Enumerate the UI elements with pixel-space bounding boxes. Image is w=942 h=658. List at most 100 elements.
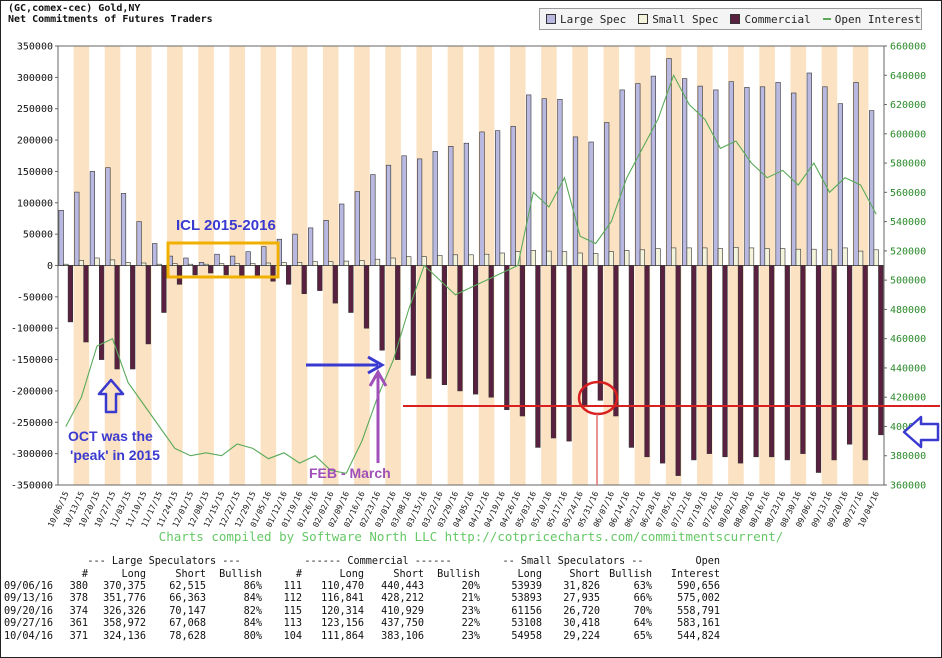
y-tick-label-left: 100000 [17, 198, 53, 209]
bar-commercial [223, 265, 229, 276]
bar-large-spec [837, 103, 843, 266]
cell-date: 09/20/16 [4, 605, 54, 617]
bar-commercial [519, 265, 525, 417]
bar-large-spec [152, 243, 158, 266]
bar-large-spec [604, 122, 610, 266]
bar-small-spec [593, 253, 599, 266]
cell: 583,161 [677, 618, 720, 630]
bar-commercial [457, 265, 463, 392]
cell: 351,776 [103, 593, 146, 605]
bar-commercial [192, 265, 198, 276]
bar-small-spec [546, 250, 552, 266]
y-tick-label-left: 0 [47, 261, 53, 272]
chart-subtitle: (GC,comex-cec) Gold,NY [8, 3, 141, 14]
bar-large-spec [307, 227, 314, 266]
cell: 440,443 [381, 580, 424, 592]
col-header: Bullish [437, 568, 480, 580]
bar-large-spec [120, 193, 127, 266]
bar-large-spec [292, 233, 298, 266]
bar-small-spec [234, 263, 240, 266]
bar-small-spec [857, 250, 864, 266]
bar-commercial [332, 265, 338, 304]
bar-large-spec [261, 246, 267, 266]
bar-commercial [613, 265, 619, 417]
bar-large-spec [775, 82, 781, 266]
bar-commercial [441, 265, 448, 385]
cell: 61156 [511, 605, 542, 617]
bar-small-spec [312, 261, 318, 266]
bar-commercial [161, 265, 167, 313]
bar-small-spec [156, 263, 162, 266]
purple-up-arrow-icon [368, 368, 388, 387]
cell: 23% [461, 630, 480, 642]
bar-small-spec [670, 247, 677, 266]
icl-highlight-box [166, 241, 280, 279]
bar-small-spec [733, 247, 739, 266]
cell: 575,002 [677, 593, 720, 605]
bar-large-spec [822, 86, 828, 266]
legend: Large Spec Small Spec Commercial Open In… [539, 8, 922, 30]
cot-chart: 350000 300000 250000 200000 150000 100000 5000… [11, 42, 940, 529]
bar-commercial [862, 265, 868, 461]
bar-small-spec [265, 262, 272, 266]
cell: 120,314 [321, 605, 364, 617]
y-tick-label-left: 200000 [17, 136, 53, 147]
bar-commercial [270, 265, 276, 282]
cell: 558,791 [677, 605, 720, 617]
bar-large-spec [245, 251, 251, 266]
bar-commercial [239, 265, 245, 278]
bar-large-spec [323, 220, 329, 266]
table-row: 09/06/16 380 370,375 62,515 86% 111 110,… [4, 581, 720, 593]
bar-small-spec [281, 262, 287, 266]
bar-large-spec [868, 110, 875, 266]
bar-large-spec [89, 171, 95, 266]
legend-label: Small Spec [652, 12, 719, 26]
bar-small-spec [655, 248, 661, 266]
bar-large-spec [853, 82, 859, 266]
bar-large-spec [354, 191, 360, 266]
bar-commercial [410, 265, 416, 376]
bar-small-spec [826, 249, 833, 266]
y-tick-label-right: 580000 [890, 159, 926, 170]
bar-small-spec [406, 256, 412, 266]
bar-large-spec [666, 58, 672, 266]
group-header-commercial: ------ Commercial ------ [304, 556, 452, 568]
bar-small-spec [577, 252, 583, 266]
group-header-large: --- Large Speculators --- [87, 556, 241, 568]
y-tick-label-right: 560000 [890, 188, 926, 199]
legend-item-small-spec: Small Spec [638, 13, 718, 26]
cell-date: 10/04/16 [4, 630, 54, 642]
bar-commercial [145, 265, 151, 345]
bar-large-spec [713, 89, 719, 266]
y-tick-label-right: 420000 [890, 393, 926, 404]
legend-swatch-large-spec [546, 14, 556, 24]
bar-commercial [878, 265, 884, 436]
bar-commercial [285, 265, 292, 285]
col-header: # [295, 568, 302, 580]
cell: 63% [633, 580, 652, 592]
cell: 70,147 [169, 605, 206, 617]
cell: 104 [283, 630, 302, 642]
table-group-header-row: --- Large Speculators --- ------ Commerc… [4, 556, 720, 568]
data-table: --- Large Speculators --- ------ Commerc… [4, 556, 720, 643]
bar-large-spec [697, 85, 703, 266]
y-tick-label-right: 640000 [890, 71, 926, 82]
bar-small-spec [748, 247, 755, 266]
red-circle-marker [577, 380, 619, 416]
cell: 378 [69, 593, 88, 605]
cell: 65% [633, 630, 652, 642]
cell: 380 [69, 580, 88, 592]
bar-large-spec [74, 191, 80, 266]
bar-commercial [176, 265, 183, 285]
bar-small-spec [390, 257, 396, 266]
cell-date: 09/06/16 [4, 580, 54, 592]
cell: 123,156 [321, 618, 364, 630]
bar-large-spec [339, 203, 345, 266]
bar-small-spec [63, 263, 69, 266]
y-tick-label-left: 250000 [17, 104, 53, 115]
bar-small-spec [483, 253, 490, 266]
bar-commercial [550, 265, 557, 439]
bar-commercial [659, 265, 666, 464]
bar-small-spec [78, 260, 84, 266]
bar-commercial [815, 265, 822, 473]
